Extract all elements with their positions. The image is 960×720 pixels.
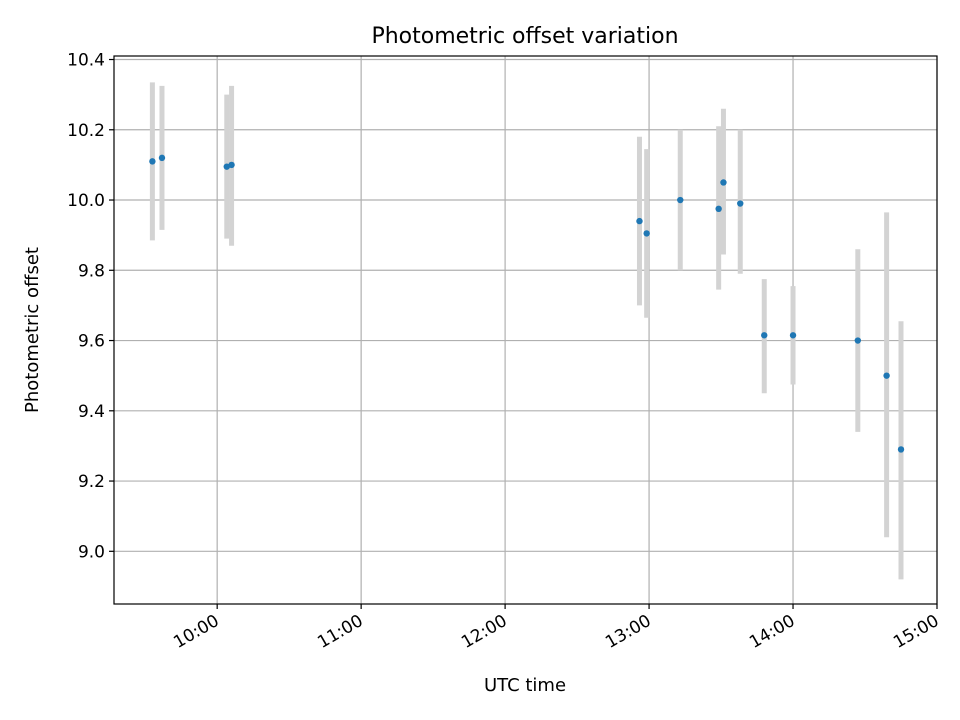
data-point bbox=[761, 332, 768, 339]
y-tick-label: 9.4 bbox=[78, 402, 105, 422]
data-point bbox=[789, 332, 797, 339]
grid-layer bbox=[114, 56, 938, 604]
data-point bbox=[854, 337, 862, 344]
chart-title: Photometric offset variation bbox=[371, 24, 678, 49]
data-point bbox=[897, 446, 905, 453]
x-axis-label: UTC time bbox=[484, 675, 566, 696]
plot-area-frame bbox=[113, 55, 938, 605]
y-tick-label: 10.2 bbox=[67, 121, 105, 141]
y-tick-label: 9.2 bbox=[78, 472, 105, 492]
data-point bbox=[715, 205, 722, 213]
data-point bbox=[228, 161, 235, 169]
data-point bbox=[883, 372, 890, 379]
data-point bbox=[643, 230, 650, 237]
y-tick-label: 10.4 bbox=[67, 51, 105, 71]
point-layer bbox=[149, 154, 905, 453]
data-point bbox=[158, 154, 166, 162]
y-tick-label: 9.6 bbox=[78, 332, 105, 352]
data-point bbox=[737, 200, 744, 207]
y-axis-label: Photometric offset bbox=[22, 247, 43, 413]
y-tick-label: 9.8 bbox=[78, 261, 105, 281]
data-point bbox=[636, 217, 643, 225]
data-point bbox=[223, 163, 230, 170]
y-tick-label: 10.0 bbox=[67, 191, 105, 211]
data-point bbox=[149, 158, 156, 165]
y-axis-ticks: 9.0 9.2 9.4 9.6 9.8 10.0 10.2 10.4 bbox=[67, 51, 114, 562]
plot-area-background bbox=[114, 56, 937, 604]
y-tick-label: 9.0 bbox=[78, 542, 105, 562]
data-point bbox=[720, 179, 727, 186]
data-point bbox=[677, 196, 684, 204]
